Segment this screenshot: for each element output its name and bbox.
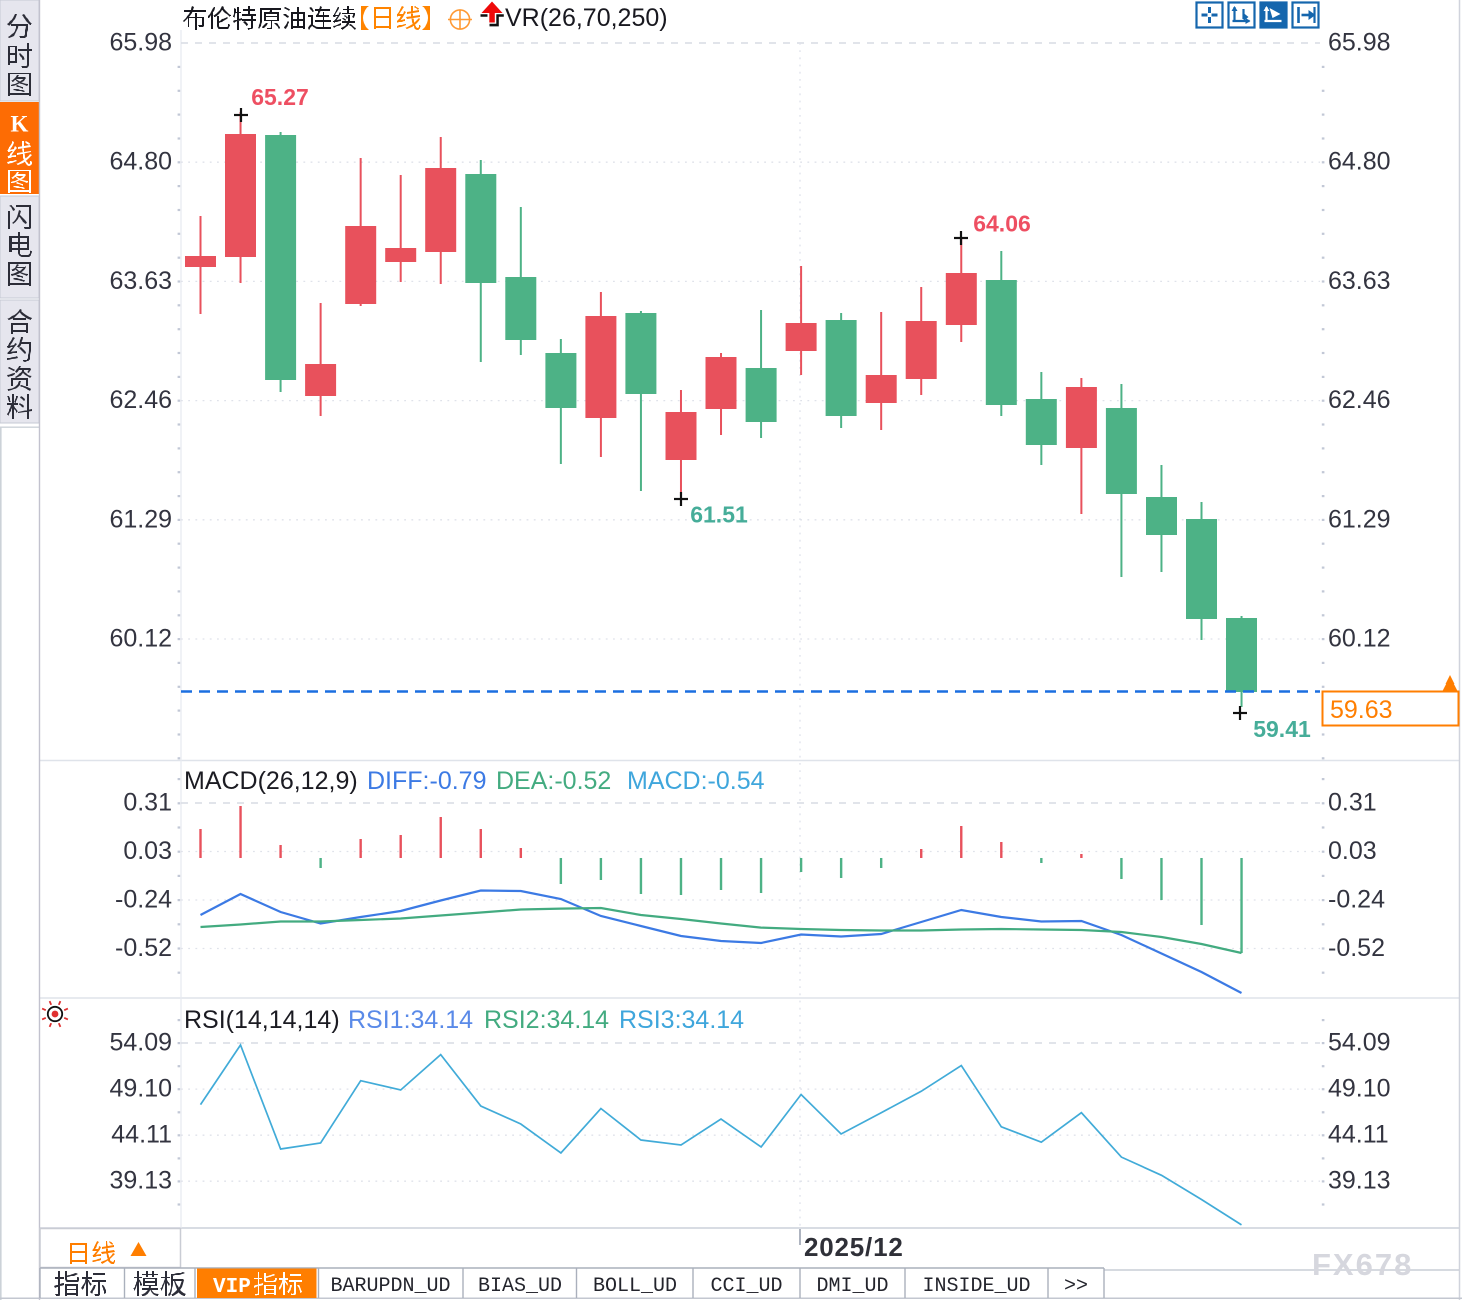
- svg-text:MACD(26,12,9): MACD(26,12,9): [184, 767, 358, 795]
- svg-text:60.12: 60.12: [1328, 625, 1391, 653]
- svg-text:63.63: 63.63: [109, 267, 172, 295]
- svg-text:-0.24: -0.24: [1328, 886, 1385, 914]
- svg-text:65.98: 65.98: [1328, 29, 1391, 57]
- svg-text:-0.24: -0.24: [115, 886, 172, 914]
- svg-text:54.09: 54.09: [109, 1029, 172, 1057]
- svg-text:59.63: 59.63: [1330, 696, 1393, 724]
- svg-text:-0.52: -0.52: [1328, 934, 1385, 962]
- svg-text:44.11: 44.11: [111, 1121, 172, 1149]
- svg-text:44.11: 44.11: [1328, 1121, 1389, 1149]
- svg-text:39.13: 39.13: [1328, 1167, 1391, 1195]
- svg-text:65.98: 65.98: [109, 29, 172, 57]
- svg-text:DIFF:-0.79: DIFF:-0.79: [367, 767, 486, 795]
- svg-text:DMI_UD: DMI_UD: [816, 1275, 888, 1298]
- svg-text:0.31: 0.31: [1328, 789, 1377, 817]
- svg-text:0.03: 0.03: [1328, 837, 1377, 865]
- svg-text:65.27: 65.27: [251, 84, 309, 110]
- svg-text:BARUPDN_UD: BARUPDN_UD: [330, 1275, 450, 1298]
- svg-text:59.41: 59.41: [1253, 716, 1311, 742]
- svg-text:K: K: [11, 112, 29, 137]
- svg-text:0.31: 0.31: [123, 789, 172, 817]
- svg-text:64.06: 64.06: [973, 211, 1031, 237]
- svg-text:61.51: 61.51: [690, 502, 748, 528]
- svg-text:39.13: 39.13: [109, 1167, 172, 1195]
- svg-text:BIAS_UD: BIAS_UD: [478, 1275, 562, 1298]
- svg-text:2025/12: 2025/12: [804, 1232, 904, 1262]
- svg-text:49.10: 49.10: [109, 1075, 172, 1103]
- svg-text:DEA:-0.52: DEA:-0.52: [496, 767, 611, 795]
- svg-text:CCI_UD: CCI_UD: [710, 1275, 782, 1298]
- svg-text:60.12: 60.12: [109, 625, 172, 653]
- svg-text:RSI3:34.14: RSI3:34.14: [619, 1006, 744, 1034]
- svg-text:FX678: FX678: [1312, 1247, 1413, 1282]
- svg-text:BOLL_UD: BOLL_UD: [593, 1275, 677, 1298]
- svg-text:RSI1:34.14: RSI1:34.14: [348, 1006, 473, 1034]
- svg-text:VIP: VIP: [213, 1276, 251, 1299]
- svg-text:-0.52: -0.52: [115, 934, 172, 962]
- svg-text:64.80: 64.80: [109, 148, 172, 176]
- svg-text:MACD:-0.54: MACD:-0.54: [627, 767, 765, 795]
- svg-text:>>: >>: [1064, 1275, 1088, 1298]
- svg-text:RSI2:34.14: RSI2:34.14: [484, 1006, 609, 1034]
- svg-text:VR(26,70,250): VR(26,70,250): [505, 4, 668, 32]
- svg-text:49.10: 49.10: [1328, 1075, 1391, 1103]
- svg-text:62.46: 62.46: [1328, 386, 1391, 414]
- svg-text:RSI(14,14,14): RSI(14,14,14): [184, 1006, 340, 1034]
- svg-text:61.29: 61.29: [109, 505, 172, 533]
- svg-text:0.03: 0.03: [123, 837, 172, 865]
- svg-text:61.29: 61.29: [1328, 505, 1391, 533]
- svg-text:62.46: 62.46: [109, 386, 172, 414]
- svg-text:54.09: 54.09: [1328, 1029, 1391, 1057]
- svg-text:63.63: 63.63: [1328, 267, 1391, 295]
- svg-text:INSIDE_UD: INSIDE_UD: [922, 1275, 1030, 1298]
- svg-text:64.80: 64.80: [1328, 148, 1391, 176]
